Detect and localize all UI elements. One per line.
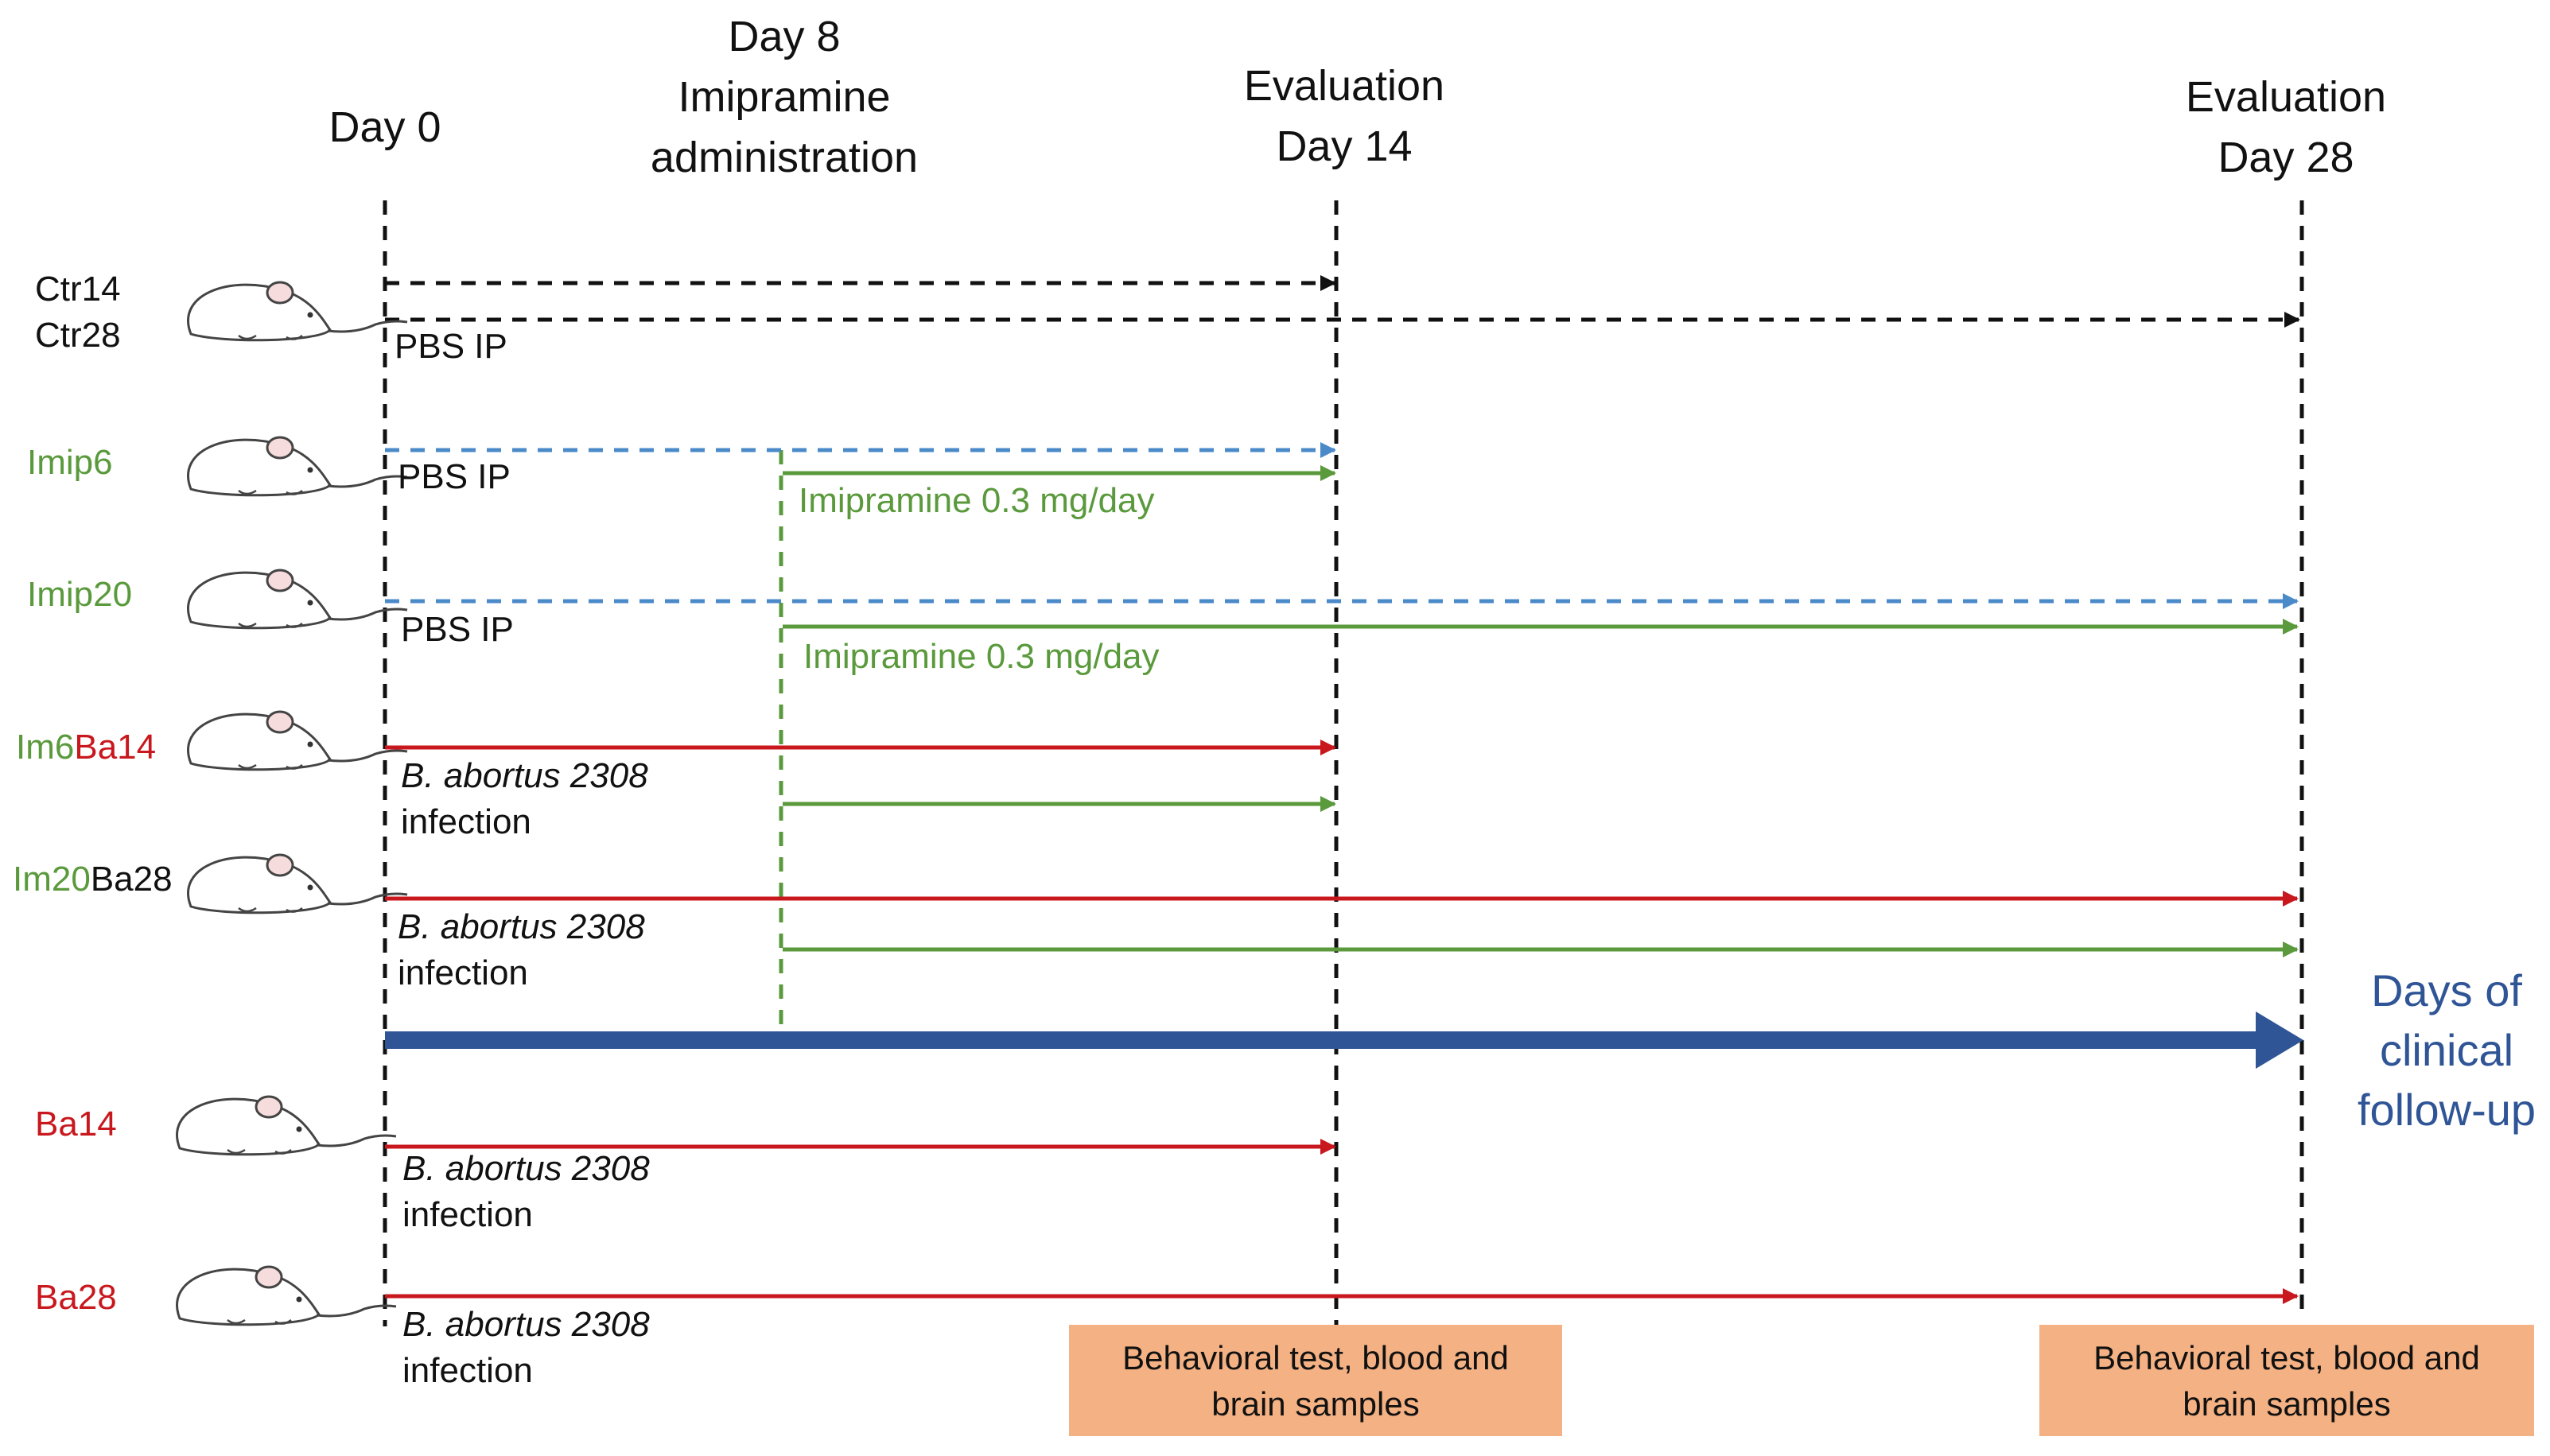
group-imip6: Imip6 [27, 443, 113, 482]
mouse-icon [187, 853, 409, 914]
treatment-labels: PBS IP PBS IP Imipramine 0.3 mg/day PBS … [395, 327, 1160, 1390]
group-im6ba14-imipramine-part: Im6 [16, 728, 74, 767]
mouse-icon [187, 710, 409, 771]
sample-box-day28-line1: Behavioral test, blood and [2093, 1339, 2480, 1376]
mouse-icon [176, 1265, 398, 1326]
ba28-babortus-label: B. abortus 2308 [402, 1305, 650, 1344]
mouse-icon [187, 281, 409, 342]
sample-box-day14-line2: brain samples [1211, 1385, 1419, 1423]
group-ctr14: Ctr14 [35, 270, 121, 309]
imip20-imipramine-label: Imipramine 0.3 mg/day [803, 637, 1160, 676]
mouse-icon [176, 1095, 398, 1156]
group-ba28: Ba28 [35, 1278, 117, 1317]
day8-imipramine-label: Imipramine [678, 73, 890, 121]
group-im20ba28-infection-part: Ba28 [91, 860, 173, 899]
mouse-icons [176, 281, 409, 1326]
group-im20ba28: Im20Ba28 [13, 860, 173, 899]
day0-label: Day 0 [328, 103, 441, 151]
group-im6ba14-infection-part: Ba14 [74, 728, 156, 767]
im20ba28-babortus-label: B. abortus 2308 [398, 907, 645, 946]
sample-box-day14-background [1069, 1325, 1562, 1436]
day8-label: Day 8 [728, 13, 840, 60]
imip20-pbs-label: PBS IP [401, 610, 514, 649]
day8-administration-label: administration [651, 134, 918, 181]
group-labels: Ctr14 Ctr28 Imip6 Imip20 Im6Ba14 Im20Ba2… [13, 270, 173, 1317]
mouse-icon [187, 569, 409, 630]
group-im6ba14: Im6Ba14 [16, 728, 156, 767]
eval14-day-label: Day 14 [1276, 122, 1412, 170]
mouse-icon [187, 436, 409, 497]
header: Day 0 Day 8 Imipramine administration Ev… [328, 13, 2386, 181]
ba14-babortus-label: B. abortus 2308 [402, 1149, 650, 1188]
ba28-infection-label: infection [402, 1351, 533, 1390]
group-ctr28: Ctr28 [35, 316, 121, 355]
sample-box-day28-background [2039, 1325, 2534, 1436]
im20ba28-infection-label: infection [398, 953, 528, 992]
eval28-day-label: Day 28 [2218, 134, 2354, 181]
group-im20ba28-imipramine-part: Im20 [13, 860, 91, 899]
sample-box-day14: Behavioral test, blood and brain samples [1069, 1325, 1562, 1436]
vertical-guides [383, 200, 2304, 1326]
follow-up-label-2: clinical [2380, 1025, 2513, 1075]
eval28-label: Evaluation [2186, 73, 2386, 121]
follow-up-axis: Days of clinical follow-up [385, 965, 2536, 1135]
imip6-pbs-label: PBS IP [398, 457, 511, 496]
sample-box-day28-line2: brain samples [2183, 1385, 2390, 1423]
ba14-infection-label: infection [402, 1195, 533, 1234]
follow-up-label-1: Days of [2371, 965, 2522, 1015]
imip6-imipramine-label: Imipramine 0.3 mg/day [799, 481, 1155, 520]
im6ba14-babortus-label: B. abortus 2308 [401, 756, 648, 795]
im6ba14-infection-label: infection [401, 802, 531, 841]
sample-box-day28: Behavioral test, blood and brain samples [2039, 1325, 2534, 1436]
follow-up-label-3: follow-up [2358, 1085, 2536, 1135]
group-ba14: Ba14 [35, 1105, 117, 1143]
ctr-pbs-label: PBS IP [395, 327, 507, 366]
eval14-label: Evaluation [1244, 62, 1444, 110]
group-arrows [385, 275, 2300, 1304]
follow-up-axis-arrowhead [2256, 1011, 2303, 1069]
group-imip20: Imip20 [27, 575, 132, 614]
sample-box-day14-line1: Behavioral test, blood and [1122, 1339, 1509, 1376]
